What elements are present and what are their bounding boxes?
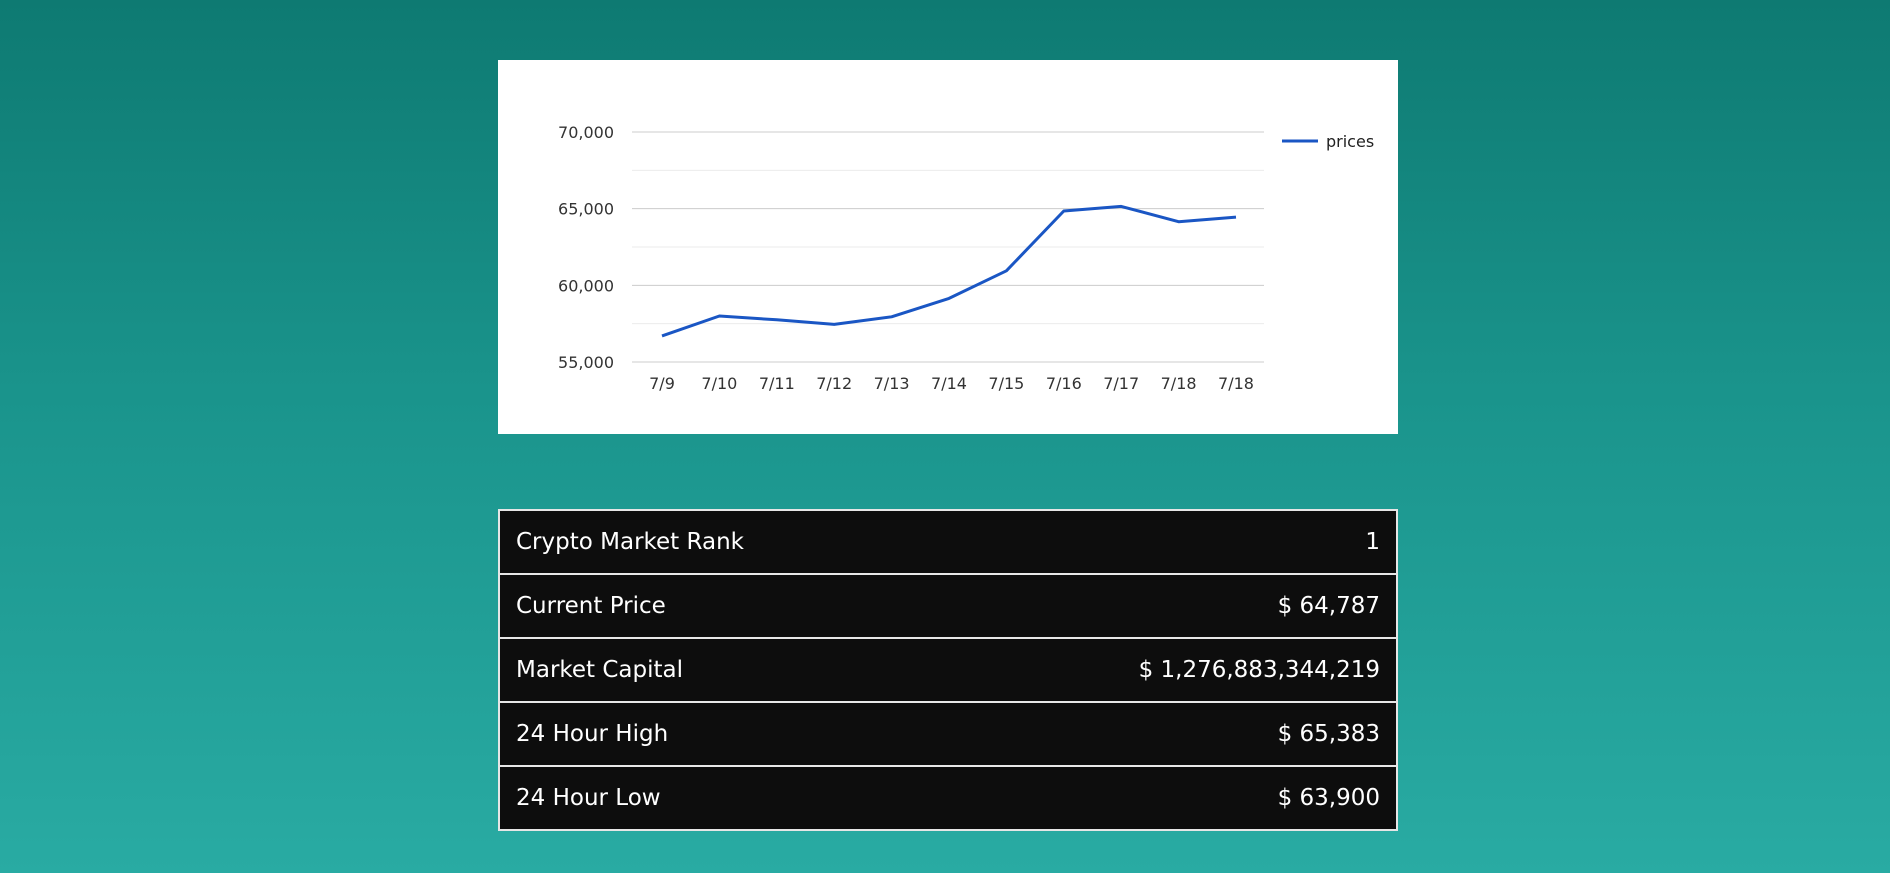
stat-value: $ 65,383 [1277,721,1380,747]
x-tick-label: 7/18 [1161,374,1197,393]
stat-label: Market Capital [516,657,684,683]
coin-stats-table: Crypto Market Rank 1 Current Price $ 64,… [498,509,1398,831]
x-tick-label: 7/13 [874,374,910,393]
legend-label-prices: prices [1326,132,1374,151]
stat-row-24h-high: 24 Hour High $ 65,383 [498,703,1398,767]
x-axis-ticks: 7/9 7/10 7/11 7/12 7/13 7/14 7/15 7/16 7/17 7/18 7… [649,374,1254,393]
stat-row-market-rank: Crypto Market Rank 1 [498,511,1398,575]
y-tick-label: 70,000 [558,123,614,142]
stat-value: 1 [1365,529,1380,555]
chart-series [661,204,1237,338]
y-tick-label: 60,000 [558,276,614,295]
x-tick-label: 7/17 [1103,374,1139,393]
x-tick-label: 7/9 [649,374,675,393]
y-tick-label: 55,000 [558,353,614,372]
stat-value: $ 63,900 [1277,785,1380,811]
x-tick-label: 7/12 [816,374,852,393]
x-tick-label: 7/16 [1046,374,1082,393]
stat-label: 24 Hour High [516,721,669,747]
price-chart-card: 55,000 60,000 65,000 70,000 7/9 7/10 7/11 7/12… [498,60,1398,434]
stat-value: $ 1,276,883,344,219 [1138,657,1380,683]
y-axis-ticks: 55,000 60,000 65,000 70,000 [558,123,614,372]
stat-label: 24 Hour Low [516,785,661,811]
x-tick-label: 7/15 [988,374,1024,393]
y-tick-label: 65,000 [558,200,614,219]
x-tick-label: 7/14 [931,374,967,393]
series-line-prices [661,204,1237,338]
stat-row-current-price: Current Price $ 64,787 [498,575,1398,639]
chart-legend: prices [1282,132,1374,151]
x-tick-label: 7/11 [759,374,795,393]
stat-row-24h-low: 24 Hour Low $ 63,900 [498,767,1398,831]
stat-row-market-capital: Market Capital $ 1,276,883,344,219 [498,639,1398,703]
chart-gridlines [632,131,1264,363]
price-line-chart: 55,000 60,000 65,000 70,000 7/9 7/10 7/11 7/12… [558,123,1374,393]
x-tick-label: 7/18 [1218,374,1254,393]
x-tick-label: 7/10 [701,374,737,393]
stat-label: Current Price [516,593,666,619]
stat-value: $ 64,787 [1277,593,1380,619]
stat-label: Crypto Market Rank [516,529,744,555]
